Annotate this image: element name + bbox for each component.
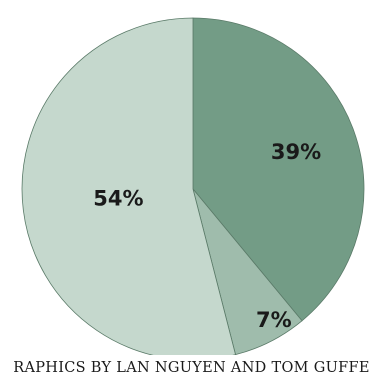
slice-label-2: 54% (93, 186, 143, 210)
graphics-credit: RAPHICS BY LAN NGUYEN AND TOM GUFFE (13, 360, 370, 376)
pie-slice-2 (21, 17, 237, 355)
pie-slice-0 (192, 17, 365, 322)
slice-label-1: 7% (256, 308, 292, 332)
pie-svg: 39% 7% 54% (21, 17, 365, 355)
slice-label-0: 39% (271, 140, 321, 164)
